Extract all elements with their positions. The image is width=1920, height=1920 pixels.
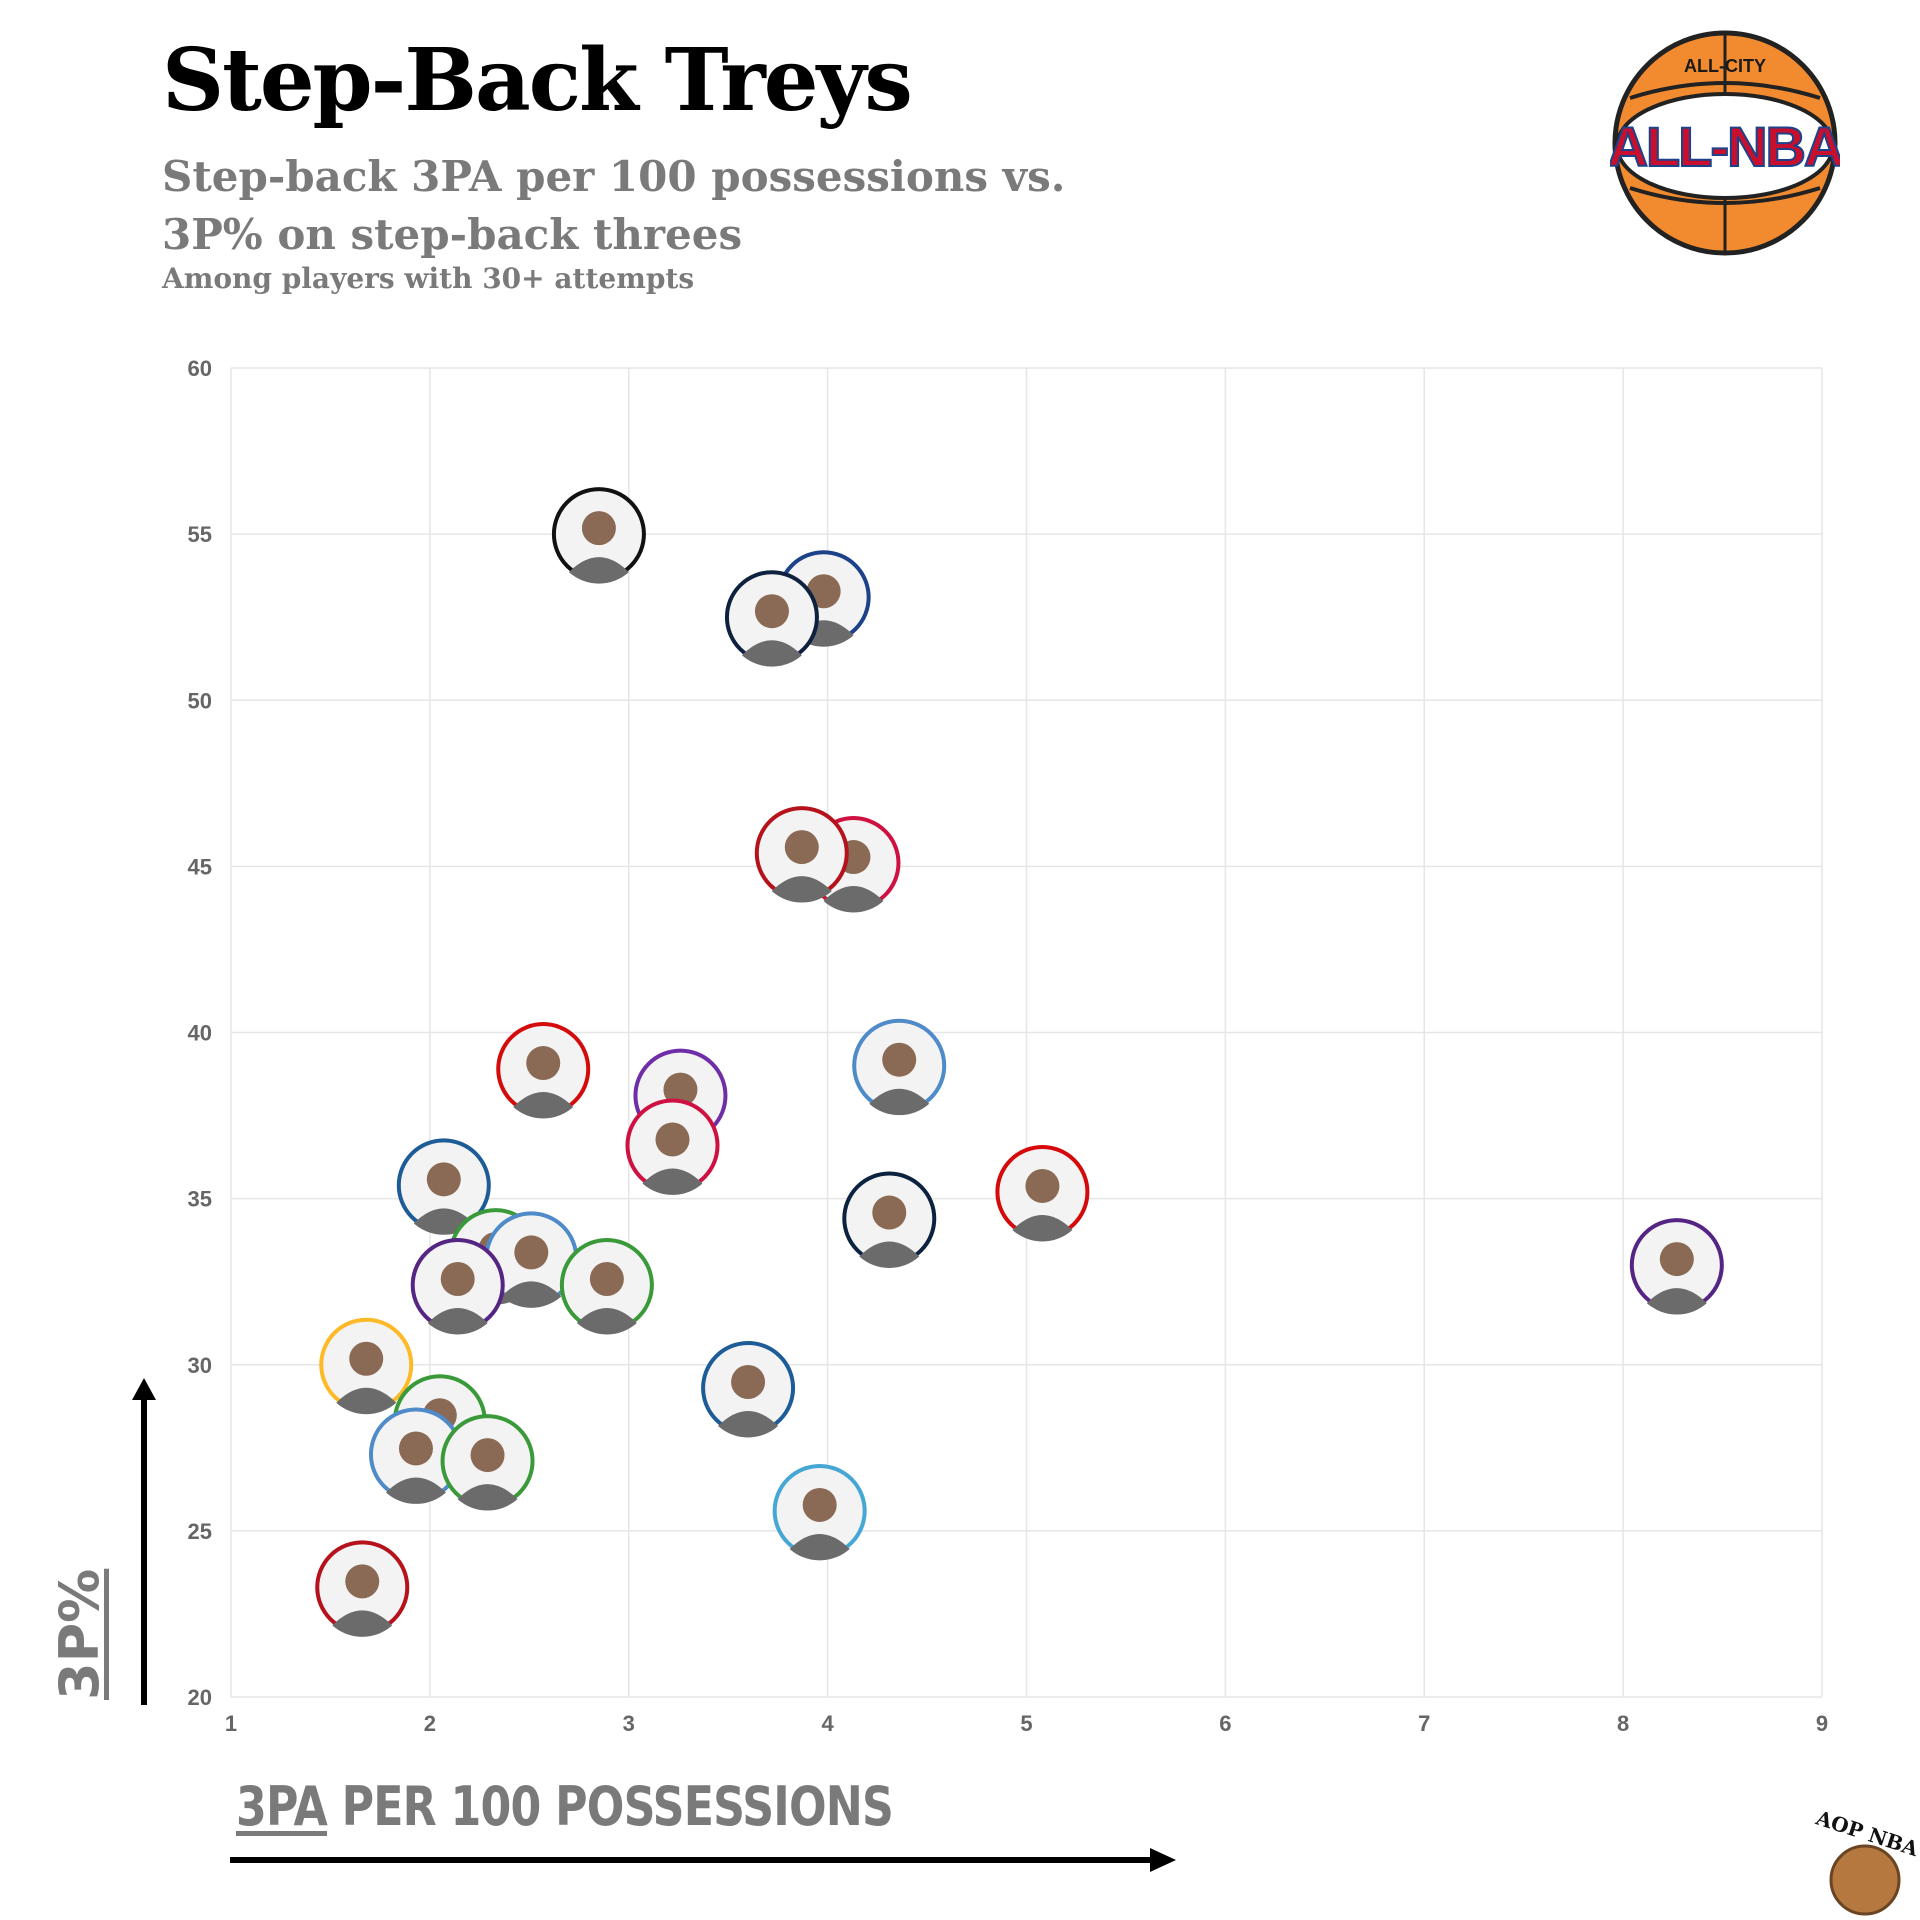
data-point — [410, 1238, 505, 1335]
y-tick-label: 45 — [188, 854, 212, 879]
y-tick-label: 35 — [188, 1187, 212, 1212]
player-head-icon — [1659, 1242, 1694, 1277]
x-tick-label: 7 — [1418, 1711, 1430, 1736]
data-point — [496, 1022, 591, 1119]
x-tick-label: 5 — [1020, 1711, 1032, 1736]
data-point — [625, 1098, 720, 1195]
player-silhouette-icon — [1646, 1288, 1707, 1315]
x-axis-label-rest: PER 100 POSSESSIONS — [327, 1775, 894, 1838]
player-silhouette-icon — [718, 1411, 779, 1438]
y-tick-label: 20 — [188, 1685, 212, 1710]
data-point — [852, 1018, 947, 1116]
player-head-icon — [581, 511, 616, 546]
x-tick-label: 4 — [822, 1711, 835, 1736]
logo-main-text: ALL-NBA — [1610, 115, 1840, 178]
player-head-icon — [398, 1431, 433, 1466]
player-head-icon — [663, 1072, 698, 1107]
data-point — [754, 806, 849, 903]
y-tick-label: 60 — [188, 356, 212, 381]
x-axis-label-underlined: 3PA — [236, 1775, 328, 1838]
player-silhouette-icon — [427, 1308, 488, 1335]
data-point — [484, 1211, 579, 1308]
all-nba-logo: ALL-CITY ALL-NBA — [1610, 30, 1840, 256]
player-head-icon — [754, 594, 789, 629]
player-silhouette-icon — [513, 1092, 574, 1119]
player-head-icon — [349, 1341, 384, 1376]
y-tick-label: 50 — [188, 688, 212, 713]
data-point — [995, 1144, 1090, 1242]
x-tick-label: 1 — [225, 1711, 237, 1736]
x-axis-label: 3PA PER 100 POSSESSIONS — [236, 1775, 894, 1838]
data-point — [551, 487, 646, 584]
player-head-icon — [784, 830, 819, 865]
data-point — [772, 1463, 867, 1561]
axis-arrows — [132, 1378, 1176, 1872]
player-silhouette-icon — [741, 640, 802, 667]
aop-nba-watermark: AOP NBA — [1812, 1810, 1920, 1916]
player-silhouette-icon — [771, 876, 832, 903]
data-point — [724, 570, 819, 667]
player-head-icon — [426, 1162, 461, 1197]
x-tick-label: 8 — [1617, 1711, 1629, 1736]
player-silhouette-icon — [501, 1281, 562, 1308]
data-point — [315, 1540, 410, 1637]
player-head-icon — [655, 1122, 690, 1157]
data-point — [319, 1317, 414, 1415]
data-point — [1629, 1218, 1724, 1315]
y-tick-label: 30 — [188, 1353, 212, 1378]
player-head-icon — [1025, 1168, 1060, 1203]
player-silhouette-icon — [336, 1387, 397, 1415]
player-head-icon — [440, 1262, 475, 1297]
player-silhouette-icon — [859, 1241, 920, 1269]
logo-top-text: ALL-CITY — [1684, 56, 1766, 76]
y-tick-label: 40 — [188, 1021, 212, 1046]
player-head-icon — [526, 1046, 561, 1081]
player-silhouette-icon — [457, 1484, 518, 1511]
player-silhouette-icon — [332, 1610, 393, 1637]
player-silhouette-icon — [1012, 1214, 1073, 1242]
y-axis-label: 3P% — [48, 1568, 111, 1700]
y-axis-arrowhead — [132, 1378, 156, 1400]
y-tick-label: 25 — [188, 1519, 212, 1544]
player-silhouette-icon — [789, 1533, 850, 1561]
player-head-icon — [802, 1487, 837, 1522]
data-point — [396, 1138, 491, 1235]
data-points — [315, 487, 1724, 1637]
player-head-icon — [882, 1042, 917, 1077]
player-silhouette-icon — [642, 1168, 703, 1195]
player-silhouette-icon — [823, 886, 884, 913]
data-point — [440, 1414, 535, 1511]
x-tick-label: 3 — [623, 1711, 635, 1736]
chart-note: Among players with 30+ attempts — [162, 262, 695, 295]
player-head-icon — [470, 1438, 505, 1473]
x-tick-label: 6 — [1219, 1711, 1231, 1736]
x-tick-label: 9 — [1816, 1711, 1828, 1736]
data-point — [559, 1238, 654, 1335]
player-head-icon — [731, 1365, 766, 1400]
x-axis-ticks: 1 2 3 4 5 6 7 8 9 — [225, 1711, 1828, 1736]
x-tick-label: 2 — [424, 1711, 436, 1736]
player-head-icon — [872, 1195, 907, 1230]
data-point — [842, 1171, 937, 1269]
chart-subtitle: Step-back 3PA per 100 possessions vs. 3P… — [162, 152, 1066, 259]
player-head-icon — [345, 1564, 380, 1599]
y-axis-ticks: 20 25 30 35 40 45 50 55 60 — [188, 356, 212, 1710]
chart-title: Step-Back Treys — [162, 30, 913, 131]
player-silhouette-icon — [869, 1088, 930, 1116]
y-tick-label: 55 — [188, 522, 212, 547]
player-silhouette-icon — [568, 557, 629, 584]
player-silhouette-icon — [576, 1308, 637, 1335]
player-head-icon — [589, 1262, 624, 1297]
player-silhouette-icon — [385, 1477, 446, 1504]
data-point — [701, 1341, 796, 1438]
player-head-icon — [514, 1235, 549, 1270]
x-axis-arrowhead — [1150, 1848, 1176, 1872]
data-point — [368, 1407, 463, 1504]
